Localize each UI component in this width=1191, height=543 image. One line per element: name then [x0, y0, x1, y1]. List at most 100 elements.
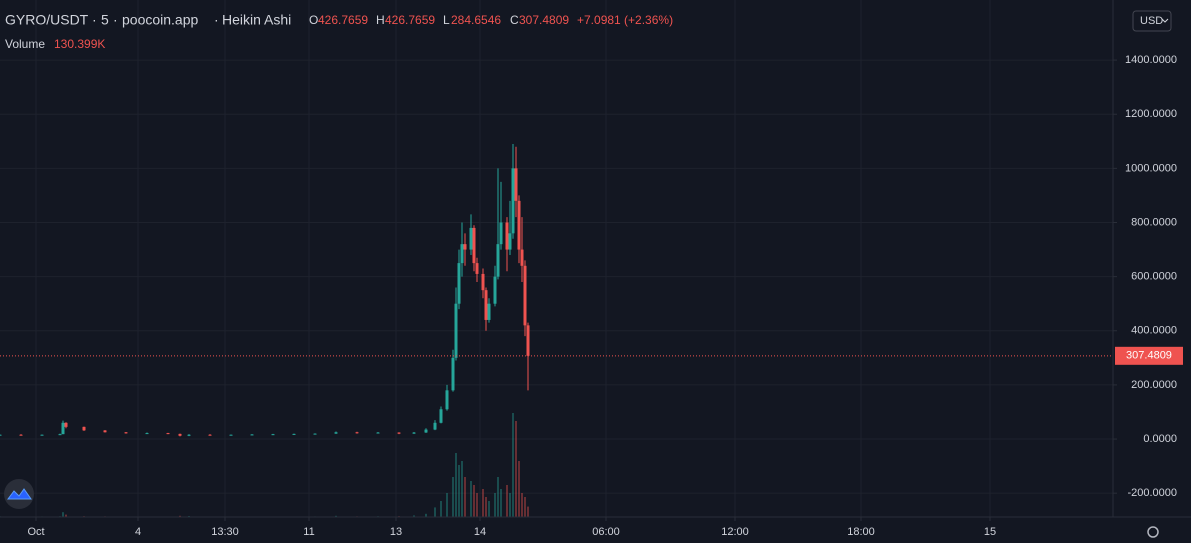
candle-body: [499, 222, 503, 245]
volume-bar: [455, 453, 457, 517]
candle-body: [451, 357, 455, 391]
candle-body: [397, 432, 401, 434]
last-price-label: 307.4809: [1126, 350, 1172, 362]
y-tick-label: 800.0000: [1131, 216, 1177, 228]
volume-bar: [473, 485, 475, 517]
settings-icon[interactable]: [1147, 526, 1159, 538]
candle-body: [439, 409, 443, 423]
volume-bar: [494, 493, 496, 517]
candle-body: [103, 430, 107, 433]
style: Heikin Ashi: [222, 12, 291, 28]
candle-body: [292, 433, 296, 435]
volume-bar: [452, 477, 454, 517]
volume-label: Volume: [5, 37, 45, 51]
x-tick-label: 06:00: [592, 526, 620, 538]
currency-button[interactable]: USD: [1132, 10, 1172, 32]
candle-body: [433, 422, 437, 430]
close-value: 307.4809: [519, 13, 569, 27]
candle-body: [484, 290, 488, 320]
x-tick-label: 12:00: [721, 526, 749, 538]
y-tick-label: -200.0000: [1127, 487, 1177, 499]
open-value: 426.7659: [318, 13, 368, 27]
y-tick-label: 0.0000: [1143, 433, 1177, 445]
o-label: O: [309, 13, 318, 27]
candle-body: [463, 244, 467, 250]
candle-body: [313, 433, 317, 435]
logo-mark: [7, 488, 32, 500]
volume-bar: [524, 497, 526, 517]
candle-body: [82, 426, 86, 431]
candle-body: [208, 434, 212, 436]
candle-body: [472, 227, 476, 264]
x-tick-label: 13: [390, 526, 402, 538]
candle-body: [475, 263, 479, 274]
volume-bar: [518, 461, 520, 517]
candle-body: [511, 168, 515, 234]
candle-body: [0, 434, 2, 436]
candle-body: [508, 233, 512, 250]
candle-body: [520, 249, 524, 266]
candle-body: [334, 432, 338, 434]
volume-bar: [512, 413, 514, 517]
volume-bar: [461, 461, 463, 517]
candle-body: [454, 303, 458, 358]
volume-bar: [446, 493, 448, 517]
candle-body: [145, 433, 149, 435]
symbol: GYRO/USDT: [5, 12, 89, 28]
candle-body: [355, 432, 359, 434]
change-value: +7.0981 (+2.36%): [577, 13, 673, 27]
logo[interactable]: [4, 479, 34, 509]
volume-bar: [458, 465, 460, 517]
currency-box[interactable]: [1132, 10, 1172, 32]
volume-bar: [476, 493, 478, 517]
candle-body: [445, 390, 449, 410]
x-tick-label: 11: [303, 526, 314, 538]
y-tick-label: 1200.0000: [1125, 108, 1177, 120]
interval: 5: [101, 12, 109, 28]
candle-body: [61, 422, 65, 435]
candle-body: [412, 432, 416, 434]
currency[interactable]: USD: [1140, 15, 1163, 27]
candle-body: [487, 303, 491, 320]
l-label: L: [443, 13, 450, 27]
chevron: [1161, 18, 1169, 23]
gear[interactable]: [1147, 526, 1159, 538]
volume-bar: [515, 421, 517, 517]
candle-body: [187, 434, 191, 436]
candle-body: [493, 276, 497, 304]
x-tick-label: 13:30: [211, 526, 239, 538]
candle-body: [166, 433, 170, 435]
volume-bar: [506, 485, 508, 517]
volume-value: 130.399K: [54, 37, 105, 51]
x-tick-label: Oct: [27, 526, 44, 538]
candle-body: [40, 434, 44, 436]
volume-bar: [527, 506, 529, 517]
candle-body: [469, 227, 473, 250]
volume-bar: [485, 497, 487, 517]
volume-bar: [62, 512, 64, 517]
volume-bar: [440, 501, 442, 517]
sep: ·: [214, 12, 219, 28]
y-tick-label: 1000.0000: [1125, 162, 1177, 174]
logo-circle[interactable]: [4, 479, 34, 509]
volume-bar: [497, 477, 499, 517]
candle-body: [496, 244, 500, 277]
candle-body: [505, 222, 509, 250]
h-label: H: [376, 13, 385, 27]
high-value: 426.7659: [385, 13, 435, 27]
volume-bar: [335, 515, 337, 517]
x-tick-label: 14: [474, 526, 486, 538]
candle-body: [517, 200, 521, 250]
candle-body: [124, 432, 128, 434]
volume-bar: [434, 507, 436, 517]
candle-body: [271, 434, 275, 436]
candle-body: [250, 434, 254, 436]
volume-bar: [470, 481, 472, 517]
volume-bar: [413, 515, 415, 517]
y-tick-label: 400.0000: [1131, 325, 1177, 337]
candle-body: [523, 265, 527, 326]
c-label: C: [510, 13, 519, 27]
x-tick-label: 18:00: [847, 526, 875, 538]
candle-body: [229, 434, 233, 436]
